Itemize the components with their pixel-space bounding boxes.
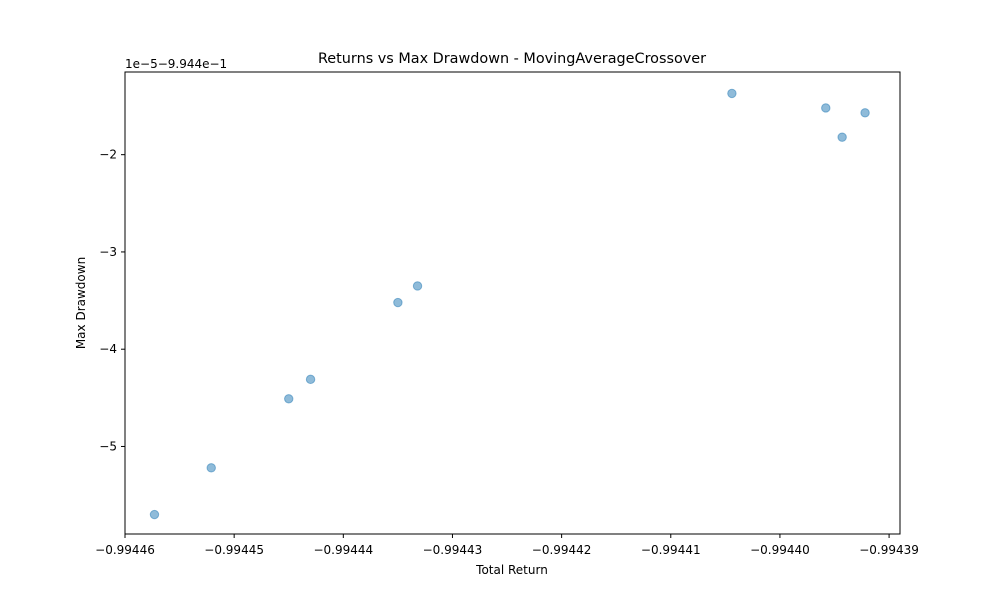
x-tick-label: −0.99445: [204, 543, 264, 557]
plot-frame: [124, 71, 901, 535]
data-point: [149, 509, 160, 520]
data-point: [412, 281, 423, 291]
x-tick-label: −0.99443: [423, 543, 483, 557]
y-axis-title: Max Drawdown: [74, 257, 88, 349]
x-tick-label: −0.99444: [313, 543, 373, 557]
x-tick-label: −0.99440: [750, 543, 810, 557]
data-points: [149, 88, 870, 520]
x-tick-label: −0.99441: [641, 543, 701, 557]
x-tick-label: −0.99446: [95, 543, 155, 557]
y-tick-label: −5: [99, 439, 117, 453]
data-point: [727, 88, 737, 99]
x-axis-title: Total Return: [475, 563, 548, 577]
y-tick-label: −3: [99, 245, 117, 259]
x-axis: −0.99446 −0.99445 −0.99444 −0.99443 −0.99442…: [95, 534, 919, 557]
data-point: [860, 108, 870, 118]
y-axis-offset-label: 1e−5−9.944e−1: [125, 57, 227, 71]
data-point: [393, 297, 403, 308]
x-tick-label: −0.99439: [859, 543, 919, 557]
chart-title: Returns vs Max Drawdown - MovingAverageC…: [318, 51, 706, 67]
data-point: [837, 132, 847, 142]
data-point: [821, 103, 831, 113]
y-tick-label: −2: [99, 148, 117, 162]
y-axis: −2 −3 −4 −5: [99, 148, 125, 453]
y-tick-label: −4: [99, 342, 117, 356]
x-tick-label: −0.99442: [532, 543, 592, 557]
data-point: [284, 394, 294, 404]
data-point: [305, 374, 316, 385]
data-point: [206, 463, 216, 473]
